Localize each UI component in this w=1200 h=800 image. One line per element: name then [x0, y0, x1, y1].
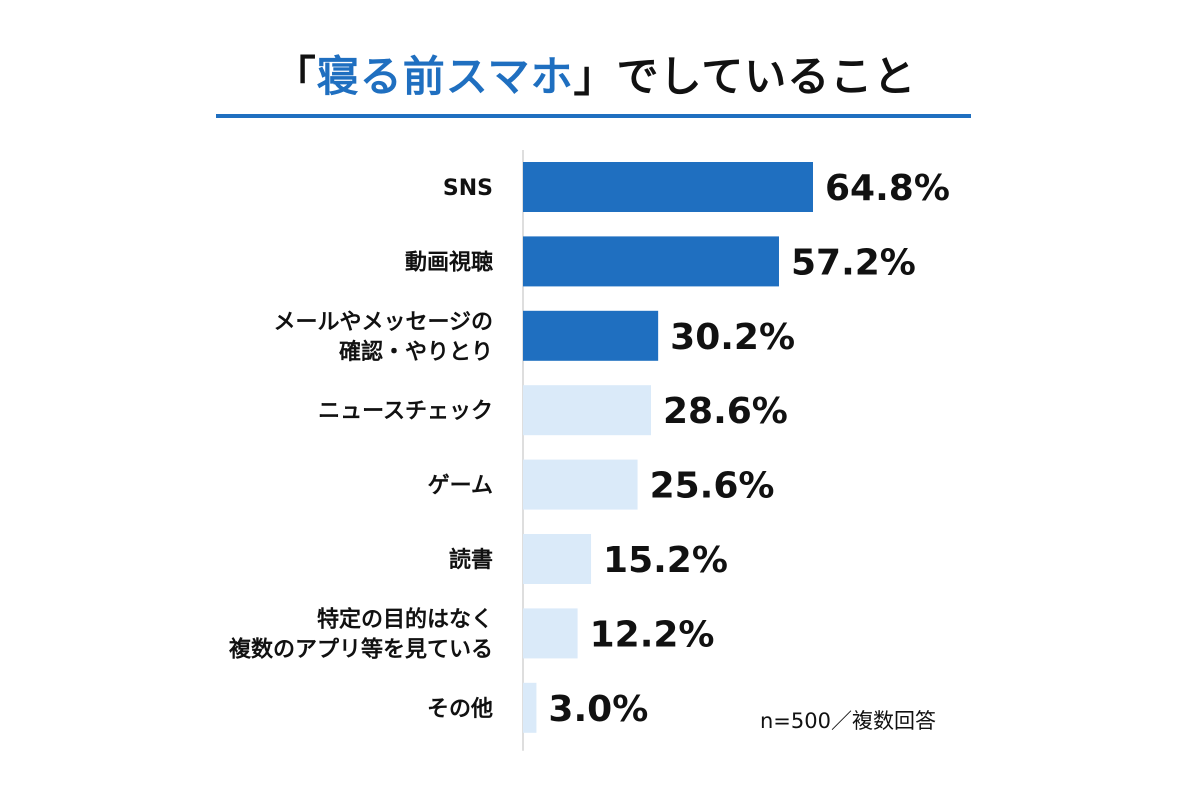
bar [523, 162, 813, 212]
category-label: 特定の目的はなく [317, 606, 493, 632]
bar [523, 608, 578, 659]
title-open: 「 [273, 52, 317, 101]
value-label: 57.2% [791, 242, 916, 283]
sample-note: n=500／複数回答 [760, 709, 936, 733]
category-label: 複数のアプリ等を見ている [229, 636, 493, 662]
bar [523, 459, 638, 510]
value-label: 28.6% [663, 391, 788, 432]
title-highlight: 寝る前スマホ [316, 52, 574, 101]
chart-title: 「寝る前スマホ」でしていること [215, 52, 975, 102]
bar [523, 534, 592, 584]
value-label: 30.2% [670, 317, 795, 358]
title-close: 」でしていること [573, 52, 917, 101]
category-label: メールやメッセージの [273, 310, 493, 335]
title-underline [216, 114, 971, 118]
value-label: 25.6% [650, 466, 775, 507]
value-label: 64.8% [825, 168, 950, 209]
category-label: 確認・やりとり [339, 339, 493, 365]
category-label: 動画視聴 [405, 250, 493, 275]
value-label: 12.2% [590, 614, 715, 655]
category-label: 読書 [449, 547, 493, 573]
value-label: 15.2% [603, 540, 728, 581]
category-label: ニュースチェック [318, 399, 493, 424]
bar [523, 236, 779, 287]
bar [523, 385, 651, 436]
category-label: その他 [427, 697, 493, 722]
value-label: 3.0% [548, 689, 648, 730]
category-label: SNS [443, 176, 493, 201]
category-label: ゲーム [428, 474, 493, 499]
bar [523, 310, 659, 361]
bar [523, 682, 537, 733]
